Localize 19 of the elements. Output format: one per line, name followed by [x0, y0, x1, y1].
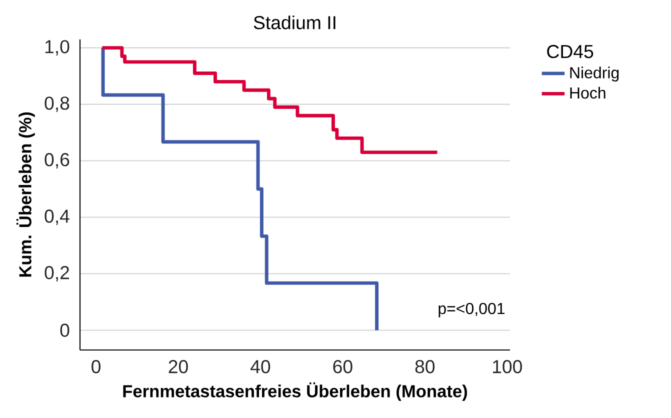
legend-label: Hoch	[570, 86, 606, 99]
y-tick-label: 0,6	[44, 153, 70, 168]
y-axis-title: Kum. Überleben (%)	[16, 112, 35, 277]
x-tick-label: 40	[250, 360, 270, 374]
x-tick-label: 20	[168, 360, 188, 374]
legend-title: CD45	[547, 44, 594, 58]
y-tick-label: 0,4	[44, 210, 70, 225]
y-tick-label: 0,8	[44, 96, 70, 112]
x-tick-label: 80	[415, 360, 435, 374]
legend-label: Niedrig	[570, 66, 619, 82]
y-tick-label: 0,2	[44, 266, 70, 282]
chart-title: Stadium II	[254, 16, 336, 30]
x-axis-title: Fernmetastasenfreies Überleben (Monate)	[123, 382, 468, 401]
x-tick-label: 0	[92, 360, 101, 374]
y-tick-label: 1,0	[45, 40, 70, 56]
x-tick-label: 100	[492, 360, 522, 374]
x-tick-label: 60	[333, 360, 352, 374]
y-tick-label: 0	[60, 324, 70, 337]
annotation: p=<0,001	[438, 302, 505, 318]
